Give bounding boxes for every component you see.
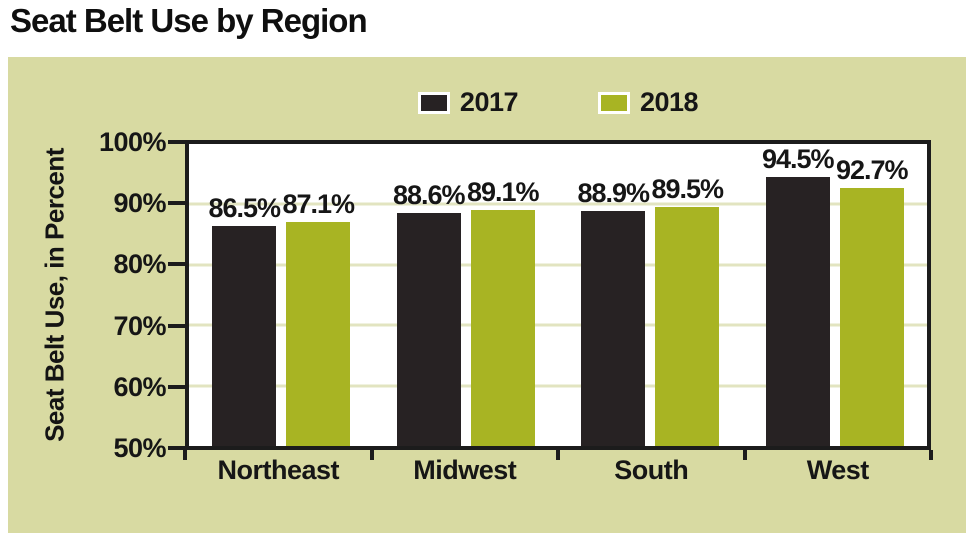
y-tick-label-60: 60% [113, 371, 166, 402]
value-label-west-2018: 92.7% [835, 155, 909, 186]
value-label-west-2017: 94.5% [761, 144, 835, 175]
y-tick-mark-90 [168, 201, 185, 206]
value-label-midwest-2018: 89.1% [466, 176, 540, 207]
legend-swatch-2018 [598, 91, 630, 114]
bar-west-2017: 94.5% [762, 144, 835, 446]
bar-south-2017: 88.9% [577, 178, 650, 446]
bar-northeast-2018: 87.1% [282, 189, 355, 446]
value-label-south-2017: 88.9% [577, 178, 650, 209]
plot-area: 86.5% 87.1% 88.6% 89.1% 88.9% 89.5% 94.5% 92.7% [185, 140, 931, 450]
y-tick-mark-60 [168, 384, 185, 389]
x-tick-label-south: South [614, 455, 689, 485]
bar-midwest-2018: 89.1% [467, 177, 540, 446]
legend-item-2018: 2018 [598, 87, 699, 118]
legend-swatch-2017 [417, 91, 450, 114]
bar-northeast-2017: 86.5% [208, 193, 281, 446]
bar-group-south: 88.9% 89.5% [558, 144, 743, 446]
x-tick-label-west: West [806, 455, 870, 485]
x-tick-label-northeast: Northeast [217, 455, 340, 485]
gridlines [189, 144, 927, 446]
value-label-midwest-2017: 88.6% [392, 179, 466, 210]
bar-group-west: 94.5% 92.7% [743, 144, 928, 446]
legend: 2017 2018 [185, 87, 931, 118]
bar-west-2018: 92.7% [836, 155, 909, 446]
x-tick-mark-1 [369, 450, 374, 460]
chart-panel: 2017 2018 Seat Belt Use, in Percent 100%… [8, 57, 966, 533]
y-tick-label-80: 80% [113, 249, 166, 280]
legend-label-2018: 2018 [640, 87, 699, 117]
value-label-northeast-2018: 87.1% [282, 188, 355, 219]
chart-title: Seat Belt Use by Region [10, 2, 368, 39]
y-tick-label-90: 90% [113, 188, 166, 219]
y-tick-label-70: 70% [113, 310, 166, 341]
value-label-northeast-2017: 86.5% [208, 192, 281, 223]
x-tick-mark-3 [742, 450, 747, 460]
bar-group-northeast: 86.5% 87.1% [189, 144, 374, 446]
y-tick-mark-100 [168, 140, 185, 144]
gridline-70 [189, 323, 927, 327]
bar-midwest-2017: 88.6% [393, 180, 466, 446]
bar-south-2018: 89.5% [651, 174, 724, 446]
value-label-south-2018: 89.5% [651, 174, 724, 205]
y-tick-mark-80 [168, 262, 185, 267]
x-tick-mark-0 [183, 450, 187, 460]
x-tick-label-midwest: Midwest [413, 455, 517, 485]
bar-group-midwest: 88.6% 89.1% [374, 144, 559, 446]
x-tick-mark-4 [929, 450, 933, 460]
bar-groups: 86.5% 87.1% 88.6% 89.1% 88.9% 89.5% 94.5% 92.7% [189, 144, 927, 446]
x-tick-mark-2 [556, 450, 560, 460]
gridline-60 [189, 384, 927, 388]
legend-item-2017: 2017 [417, 87, 519, 118]
y-tick-label-100: 100% [98, 127, 167, 157]
gridline-90 [189, 202, 927, 206]
y-tick-mark-70 [168, 323, 185, 328]
y-tick-label-50: 50% [113, 433, 166, 463]
gridline-80 [189, 263, 927, 267]
y-tick-mark-50 [168, 446, 185, 450]
legend-label-2017: 2017 [459, 87, 519, 117]
